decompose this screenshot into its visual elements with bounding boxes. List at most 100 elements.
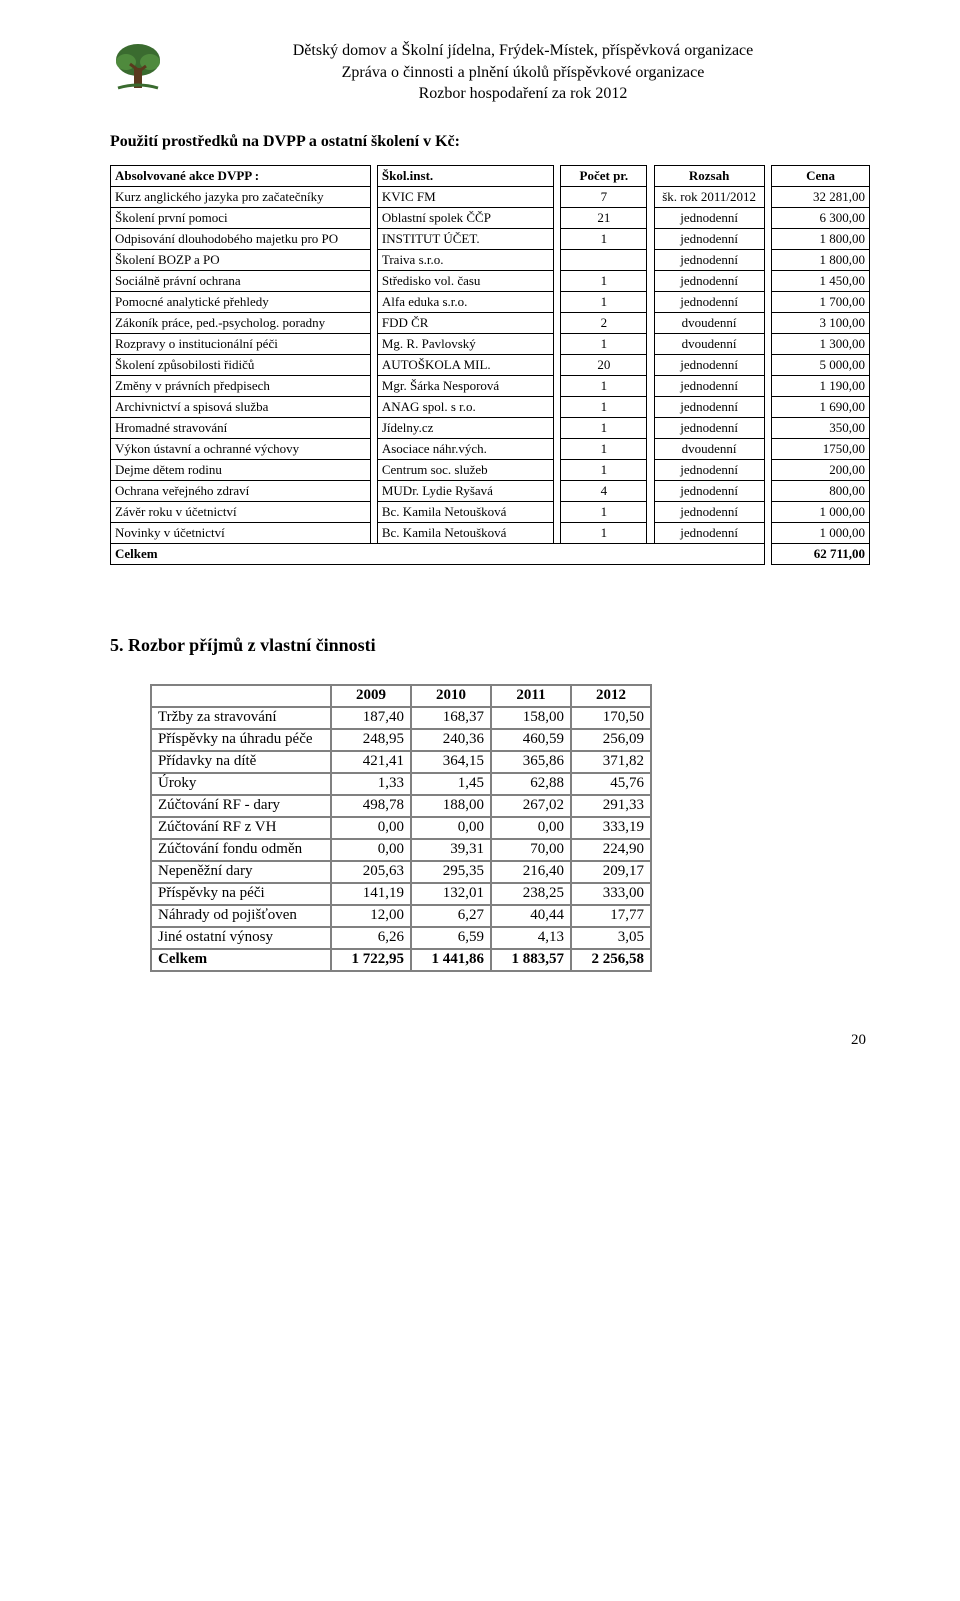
cell-value: 291,33: [571, 795, 651, 817]
cell-count: 1: [561, 417, 647, 438]
cell-value: 6,27: [411, 905, 491, 927]
table-row: Novinky v účetnictvíBc. Kamila Netouškov…: [111, 522, 870, 543]
cell-value: 460,59: [491, 729, 571, 751]
cell-value: 371,82: [571, 751, 651, 773]
cell-value: 364,15: [411, 751, 491, 773]
cell-count: 1: [561, 459, 647, 480]
cell-value: 498,78: [331, 795, 411, 817]
cell-desc: Školení BOZP a PO: [111, 249, 371, 270]
income-table: 2009 2010 2011 2012 Tržby za stravování1…: [150, 684, 652, 972]
table-header-row: Absolvované akce DVPP : Škol.inst. Počet…: [111, 165, 870, 186]
table-row: Zúčtování RF - dary498,78188,00267,02291…: [151, 795, 651, 817]
cell-value: 39,31: [411, 839, 491, 861]
cell-value: 40,44: [491, 905, 571, 927]
cell-inst: Bc. Kamila Netoušková: [377, 522, 553, 543]
cell-inst: KVIC FM: [377, 186, 553, 207]
cell-scope: jednodenní: [654, 249, 764, 270]
cell-value: 205,63: [331, 861, 411, 883]
cell-scope: jednodenní: [654, 270, 764, 291]
table-row: Sociálně právní ochranaStředisko vol. ča…: [111, 270, 870, 291]
table-row: Dejme dětem rodinuCentrum soc. služeb1je…: [111, 459, 870, 480]
cell-value: 0,00: [491, 817, 571, 839]
cell-count: 4: [561, 480, 647, 501]
table-row: Pomocné analytické přehledy Alfa eduka s.…: [111, 291, 870, 312]
cell-inst: Alfa eduka s.r.o.: [377, 291, 553, 312]
table-row: Tržby za stravování187,40168,37158,00170…: [151, 707, 651, 729]
cell-scope: jednodenní: [654, 354, 764, 375]
cell-inst: Traiva s.r.o.: [377, 249, 553, 270]
header-line3: Rozbor hospodaření za rok 2012: [176, 83, 870, 105]
cell-value: 62,88: [491, 773, 571, 795]
blank-corner: [151, 685, 331, 707]
table-row: Školení BOZP a PO Traiva s.r.o. jednodenní…: [111, 249, 870, 270]
cell-inst: FDD ČR: [377, 312, 553, 333]
row-label: Jiné ostatní výnosy: [151, 927, 331, 949]
col-desc: Absolvované akce DVPP :: [111, 165, 371, 186]
year-col: 2012: [571, 685, 651, 707]
dvpp-table: Absolvované akce DVPP : Škol.inst. Počet…: [110, 165, 870, 565]
cell-value: 1,33: [331, 773, 411, 795]
total-value: 62 711,00: [772, 543, 870, 564]
table-row: Odpisování dlouhodobého majetku pro POIN…: [111, 228, 870, 249]
cell-price: 32 281,00: [772, 186, 870, 207]
cell-scope: šk. rok 2011/2012: [654, 186, 764, 207]
cell-count: 1: [561, 291, 647, 312]
col-inst: Škol.inst.: [377, 165, 553, 186]
year-col: 2009: [331, 685, 411, 707]
table-header-row: 2009 2010 2011 2012: [151, 685, 651, 707]
cell-inst: Oblastní spolek ČČP: [377, 207, 553, 228]
cell-inst: ANAG spol. s r.o.: [377, 396, 553, 417]
table-row: Výkon ústavní a ochranné výchovyAsociace…: [111, 438, 870, 459]
cell-count: 20: [561, 354, 647, 375]
table-row: Úroky1,331,4562,8845,76: [151, 773, 651, 795]
cell-value: 168,37: [411, 707, 491, 729]
cell-scope: jednodenní: [654, 480, 764, 501]
cell-value: 224,90: [571, 839, 651, 861]
cell-desc: Výkon ústavní a ochranné výchovy: [111, 438, 371, 459]
table-row: Kurz anglického jazyka pro začatečníky KV…: [111, 186, 870, 207]
table-row: Zúčtování RF z VH0,000,000,00333,19: [151, 817, 651, 839]
cell-count: 1: [561, 228, 647, 249]
cell-value: 132,01: [411, 883, 491, 905]
cell-desc: Kurz anglického jazyka pro začatečníky: [111, 186, 371, 207]
cell-desc: Školení první pomoci: [111, 207, 371, 228]
cell-value: 70,00: [491, 839, 571, 861]
cell-value: 1,45: [411, 773, 491, 795]
cell-value: 0,00: [411, 817, 491, 839]
cell-price: 350,00: [772, 417, 870, 438]
cell-value: 240,36: [411, 729, 491, 751]
cell-value: 421,41: [331, 751, 411, 773]
cell-desc: Školení způsobilosti řidičů: [111, 354, 371, 375]
table-row: Hromadné stravováníJídelny.cz1jednodenní…: [111, 417, 870, 438]
year-col: 2010: [411, 685, 491, 707]
cell-value: 3,05: [571, 927, 651, 949]
cell-price: 1 000,00: [772, 522, 870, 543]
cell-desc: Pomocné analytické přehledy: [111, 291, 371, 312]
total-label: Celkem: [151, 949, 331, 971]
table-row: Zúčtování fondu odměn0,0039,3170,00224,9…: [151, 839, 651, 861]
table-row: Příspěvky na péči141,19132,01238,25333,0…: [151, 883, 651, 905]
row-label: Zúčtování fondu odměn: [151, 839, 331, 861]
cell-scope: jednodenní: [654, 228, 764, 249]
cell-count: 1: [561, 522, 647, 543]
section2-title: 5. Rozbor příjmů z vlastní činnosti: [110, 635, 870, 656]
table-row: Přídavky na dítě421,41364,15365,86371,82: [151, 751, 651, 773]
total-val: 1 722,95: [331, 949, 411, 971]
table-row: Náhrady od pojišťoven12,006,2740,4417,77: [151, 905, 651, 927]
table-row: Příspěvky na úhradu péče248,95240,36460,…: [151, 729, 651, 751]
cell-price: 1 450,00: [772, 270, 870, 291]
cell-inst: Centrum soc. služeb: [377, 459, 553, 480]
cell-value: 188,00: [411, 795, 491, 817]
row-label: Příspěvky na péči: [151, 883, 331, 905]
cell-inst: Mg. R. Pavlovský: [377, 333, 553, 354]
total-val: 2 256,58: [571, 949, 651, 971]
cell-value: 0,00: [331, 817, 411, 839]
cell-value: 6,26: [331, 927, 411, 949]
cell-scope: jednodenní: [654, 501, 764, 522]
table-row: Ochrana veřejného zdravíMUDr. Lydie Ryša…: [111, 480, 870, 501]
cell-scope: jednodenní: [654, 459, 764, 480]
cell-price: 1 000,00: [772, 501, 870, 522]
table-row: Archivnictví a spisová službaANAG spol. …: [111, 396, 870, 417]
year-col: 2011: [491, 685, 571, 707]
cell-scope: jednodenní: [654, 417, 764, 438]
